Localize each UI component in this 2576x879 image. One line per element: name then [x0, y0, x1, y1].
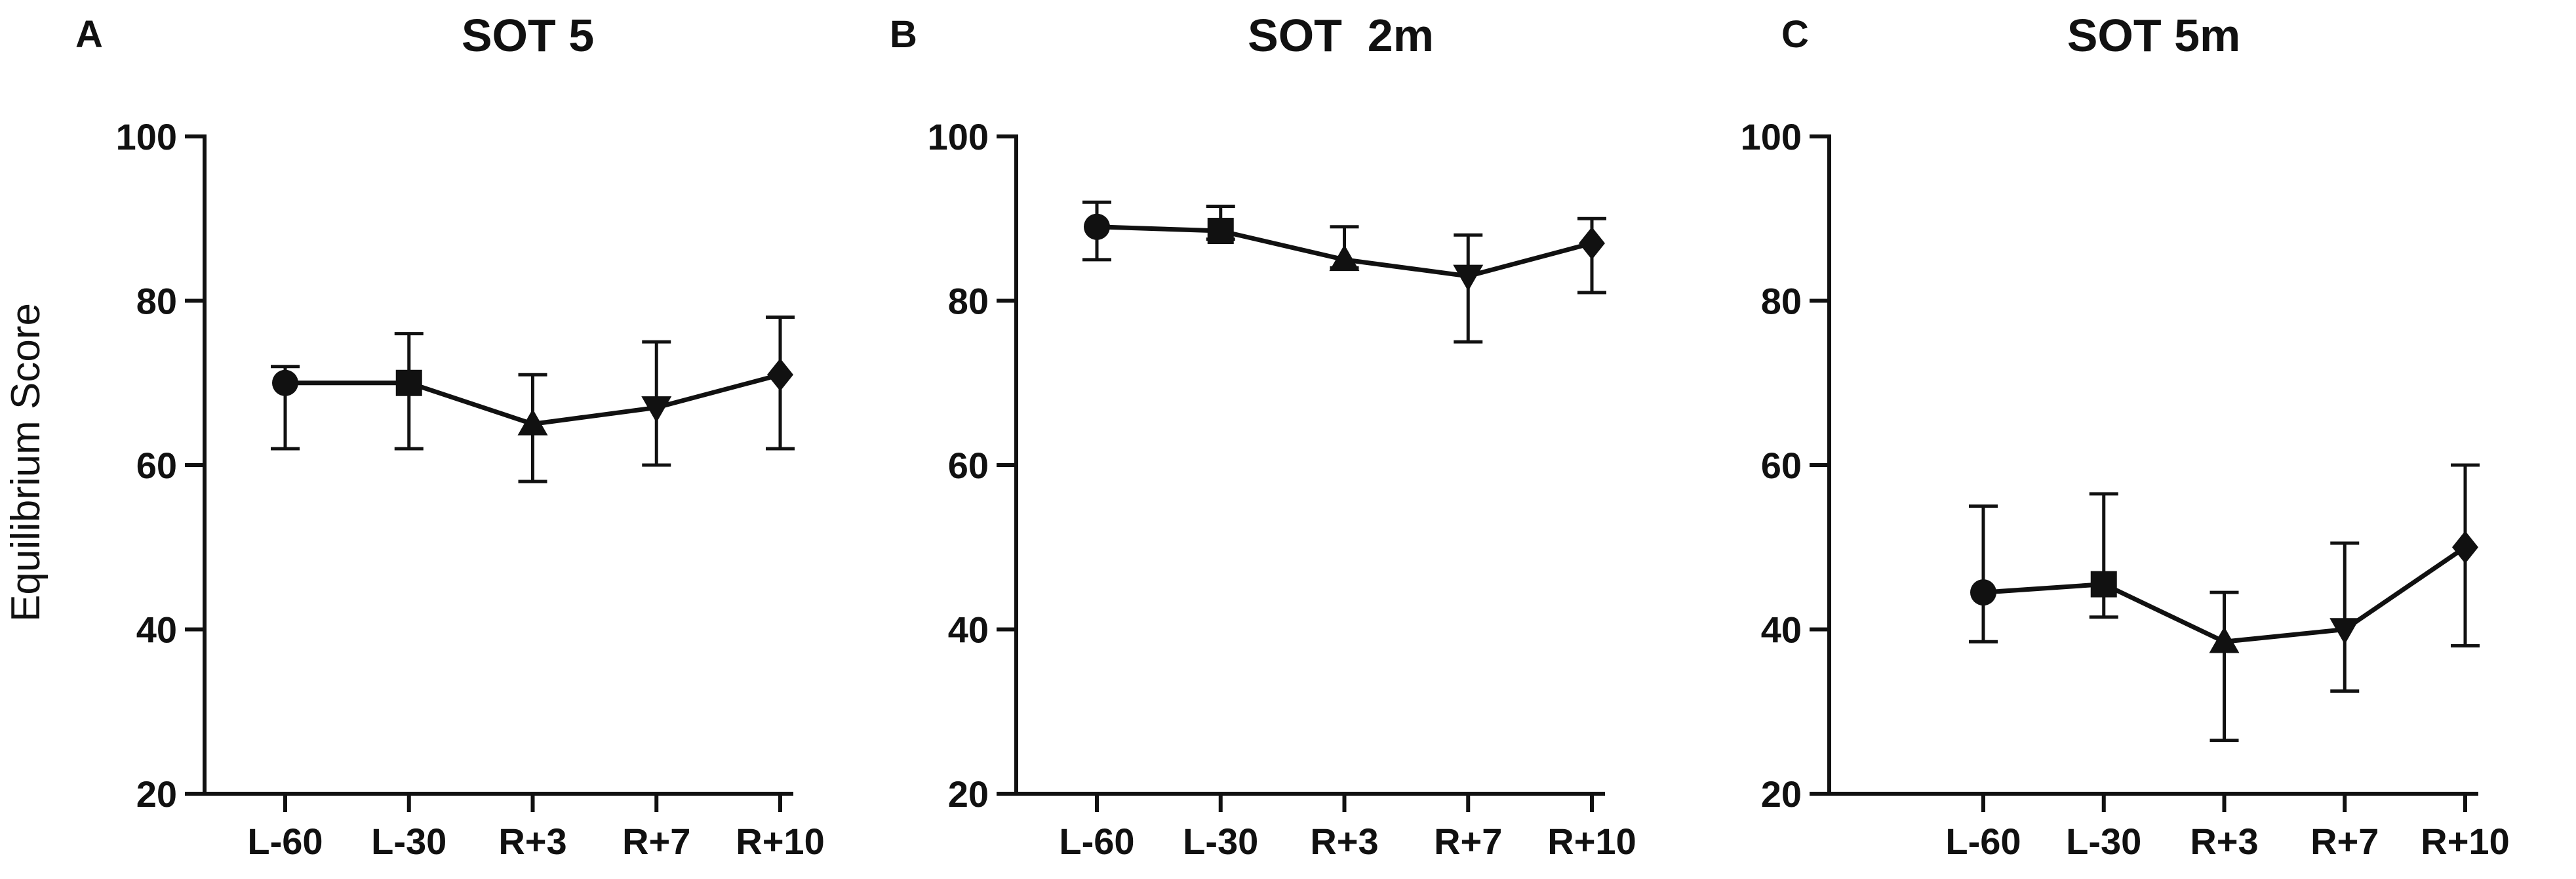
x-tick-label: L-60 — [1945, 821, 2021, 862]
x-tick-label: L-60 — [1059, 821, 1134, 862]
panel-title: SOT 2m — [1248, 10, 1434, 61]
y-tick-label: 40 — [1761, 609, 1802, 651]
y-tick-label: 100 — [1741, 116, 1802, 157]
panel-title: SOT 5m — [2067, 10, 2241, 61]
data-point-triangle-down — [1453, 264, 1484, 291]
panel-title: SOT 5 — [462, 10, 594, 61]
x-tick-label: L-30 — [1183, 821, 1258, 862]
chart-panel-b: B SOT 2m 20 40 60 80 100 L-60 L-30 R+3 R+7 R+10 — [890, 10, 1636, 862]
x-tick-label: R+7 — [2310, 821, 2379, 862]
data-point-square — [395, 369, 422, 396]
y-tick-label: 100 — [928, 116, 989, 157]
data-point-circle — [1970, 579, 1996, 606]
x-tick-label: L-30 — [371, 821, 446, 862]
y-tick-label: 60 — [1761, 445, 1802, 486]
error-bar — [2089, 492, 2118, 619]
x-tick-label: R+3 — [2190, 821, 2258, 862]
data-point-triangle-up — [517, 409, 548, 436]
y-tick-label: 40 — [136, 609, 177, 651]
x-tick-label: R+10 — [736, 821, 824, 862]
y-tick-label: 20 — [136, 773, 177, 815]
data-point-triangle-down — [641, 396, 672, 423]
panel-letter: C — [1781, 13, 1809, 56]
y-axis-label: Equilibrium Score — [3, 303, 49, 622]
data-point-square — [1207, 218, 1234, 245]
chart-panel-a: A SOT 5 20 40 60 80 100 L-60 L-30 R+3 R+7 R+10 — [75, 10, 825, 862]
data-point-diamond — [2452, 531, 2478, 564]
y-tick-label: 40 — [948, 609, 989, 651]
data-point-circle — [1084, 213, 1110, 240]
x-tick-label: R+10 — [1547, 821, 1636, 862]
x-tick-label: R+10 — [2421, 821, 2509, 862]
x-tick-label: L-30 — [2066, 821, 2141, 862]
error-bar — [1969, 504, 1998, 644]
y-tick-label: 80 — [136, 281, 177, 322]
chart-panel-c: C SOT 5m 20 40 60 80 100 L-60 L-30 R+3 R+7 R+10 — [1741, 10, 2510, 862]
panel-letter: A — [75, 13, 103, 56]
data-point-triangle-up — [2209, 626, 2240, 653]
y-tick-label: 80 — [948, 281, 989, 322]
panel-letter: B — [890, 13, 917, 56]
x-tick-label: R+3 — [1310, 821, 1378, 862]
error-bar — [2209, 590, 2239, 743]
data-point-circle — [272, 369, 298, 396]
data-point-diamond — [767, 358, 793, 392]
y-tick-label: 60 — [948, 445, 989, 486]
error-bar — [2330, 541, 2360, 693]
y-tick-label: 100 — [116, 116, 177, 157]
x-tick-label: R+7 — [1434, 821, 1502, 862]
data-point-triangle-down — [2329, 618, 2360, 645]
data-point-square — [2090, 571, 2117, 598]
x-tick-label: R+7 — [622, 821, 690, 862]
y-tick-label: 60 — [136, 445, 177, 486]
x-tick-label: L-60 — [247, 821, 323, 862]
y-tick-label: 80 — [1761, 281, 1802, 322]
y-tick-label: 20 — [1761, 773, 1802, 815]
data-point-diamond — [1579, 226, 1605, 260]
y-tick-label: 20 — [948, 773, 989, 815]
data-point-triangle-up — [1329, 244, 1360, 272]
x-tick-label: R+3 — [498, 821, 566, 862]
